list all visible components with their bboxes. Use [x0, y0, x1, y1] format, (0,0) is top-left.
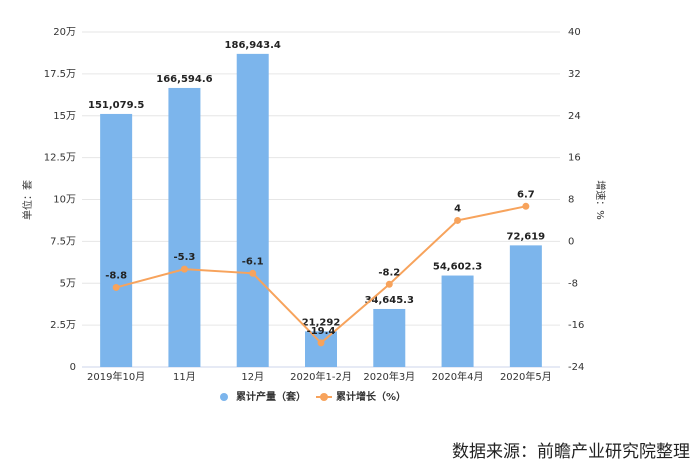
y-tick-label: 17.5万 — [44, 69, 76, 80]
y-tick-label: 7.5万 — [50, 236, 76, 247]
x-tick-label: 2020年3月 — [363, 370, 415, 383]
x-tick-label: 2019年10月 — [87, 370, 145, 383]
line-marker — [249, 269, 257, 277]
x-tick-label: 2020年4月 — [432, 370, 484, 383]
y2-tick-label: 16 — [568, 153, 581, 164]
y-tick-label: 10万 — [53, 195, 76, 206]
value-label: -8.2 — [378, 267, 400, 278]
legend-label: 累计增长（%） — [336, 390, 406, 403]
value-label: -5.3 — [173, 252, 195, 263]
bar — [373, 308, 406, 367]
value-label: 72,619 — [507, 231, 546, 242]
x-tick-label: 11月 — [173, 371, 196, 383]
y2-tick-label: 32 — [568, 69, 581, 80]
y2-tick-label: 0 — [568, 236, 574, 247]
y2-tick-label: -8 — [568, 278, 578, 289]
y-tick-label: 20万 — [53, 27, 76, 38]
y-tick-label: 12.5万 — [44, 153, 76, 164]
line-marker — [180, 265, 188, 273]
y-tick-label: 15万 — [53, 111, 76, 122]
bar — [236, 53, 269, 367]
y2-tick-label: 40 — [568, 27, 581, 38]
y2-tick-label: 24 — [568, 111, 581, 122]
legend-label: 累计产量（套） — [236, 390, 306, 403]
line-marker — [317, 339, 325, 347]
bar — [509, 245, 542, 367]
bar — [305, 331, 337, 367]
legend-marker — [320, 393, 328, 401]
line-marker — [112, 283, 120, 291]
y-tick-label: 2.5万 — [50, 320, 76, 331]
value-label: 4 — [454, 203, 461, 214]
x-tick-label: 2020年1-2月 — [290, 370, 352, 383]
value-label: -19.4 — [307, 326, 336, 337]
x-tick-label: 2020年5月 — [500, 370, 552, 383]
y2-tick-label: -24 — [568, 362, 584, 373]
y2-tick-label: -16 — [568, 320, 584, 331]
y-tick-label: 0 — [70, 362, 76, 373]
value-label: 151,079.5 — [88, 100, 144, 111]
x-tick-label: 12月 — [241, 371, 264, 383]
y-axis-label: 单位：套 — [21, 180, 34, 220]
value-label: -6.1 — [242, 256, 264, 267]
value-label: 166,594.6 — [156, 74, 212, 85]
value-label: 21,292 — [302, 317, 341, 328]
legend-marker — [220, 393, 228, 401]
bar — [441, 275, 474, 367]
bar — [100, 113, 133, 368]
y-tick-label: 5万 — [60, 278, 76, 289]
value-label: 54,602.3 — [433, 262, 482, 273]
source: 数据来源：前瞻产业研究院整理 — [452, 442, 690, 462]
y2-axis-label: 增速：% — [594, 180, 607, 220]
bar — [168, 87, 201, 368]
value-label: -8.8 — [105, 270, 127, 281]
value-label: 186,943.4 — [225, 40, 281, 51]
value-label: 34,645.3 — [365, 295, 414, 306]
line-marker — [522, 202, 530, 210]
value-label: 6.7 — [517, 189, 535, 200]
line-marker — [454, 216, 462, 224]
line-marker — [385, 280, 393, 288]
y2-tick-label: 8 — [568, 195, 574, 206]
